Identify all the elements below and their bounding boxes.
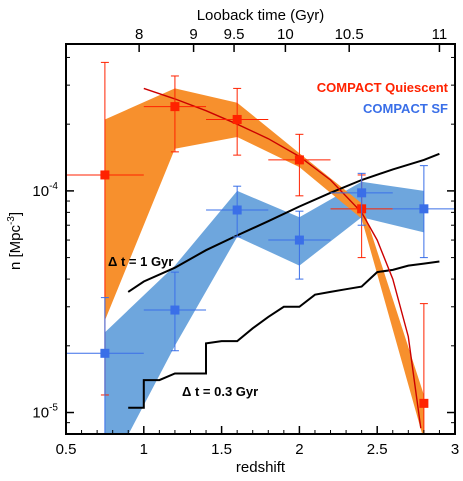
top-axis: 8 9 9.5 10 10.5 11 xyxy=(135,26,447,52)
compact-sf-point xyxy=(330,172,393,226)
top-tick-label: 10 xyxy=(277,26,294,43)
x-axis-title: redshift xyxy=(236,459,286,476)
compact-sf-point xyxy=(66,297,144,434)
compact-quiescent-marker xyxy=(419,398,429,408)
band-compact-quiescent xyxy=(104,88,424,434)
compact-quiescent-marker xyxy=(232,114,242,124)
top-tick-label: 10.5 xyxy=(335,26,364,43)
plot-frame xyxy=(65,43,456,435)
reference-line-0p3gyr xyxy=(128,260,440,409)
shaded-bands xyxy=(104,88,424,434)
annotation-1gyr: Δ t = 1 Gyr xyxy=(108,254,173,269)
top-tick-label: 11 xyxy=(432,26,448,43)
model-curve-line xyxy=(143,87,422,429)
compact-sf-marker xyxy=(170,305,180,315)
data-points xyxy=(66,61,455,434)
reference-line-1gyr xyxy=(127,152,440,293)
x-tick-label: 0.5 xyxy=(56,441,77,458)
x-tick-label: 2.5 xyxy=(367,441,388,458)
top-tick-label: 9.5 xyxy=(224,26,245,43)
compact-sf-point xyxy=(206,185,269,238)
compact-sf-marker xyxy=(419,204,429,214)
compact-sf-point xyxy=(268,210,331,280)
compact-sf-point xyxy=(143,271,207,352)
compact-sf-marker xyxy=(294,235,304,245)
legend-item-compact-quiescent: COMPACT Quiescent xyxy=(317,80,449,95)
x-axis: 0.5 1 1.5 2 2.5 3 xyxy=(56,426,459,458)
top-tick-label: 8 xyxy=(135,26,143,43)
y-tick-label: 10-5 xyxy=(32,403,58,422)
compact-quiescent-marker xyxy=(100,170,110,180)
compact-quiescent-point xyxy=(268,133,331,197)
compact-quiescent-point xyxy=(419,303,429,434)
compact-quiescent-point xyxy=(206,87,269,156)
compact-quiescent-marker xyxy=(170,102,180,112)
x-tick-label: 1.5 xyxy=(211,441,232,458)
top-axis-title: Looback time (Gyr) xyxy=(197,7,325,24)
compact-quiescent-marker xyxy=(294,155,304,165)
annotation-0p3gyr: Δ t = 0.3 Gyr xyxy=(182,384,258,399)
compact-quiescent-point xyxy=(143,75,207,153)
legend-item-compact-sf: COMPACT SF xyxy=(363,101,448,116)
compact-sf-marker xyxy=(100,348,110,358)
compact-sf-marker xyxy=(357,188,367,198)
y-tick-label: 10-4 xyxy=(32,181,58,200)
x-tick-label: 1 xyxy=(140,441,148,458)
model-curve xyxy=(143,87,422,429)
compact-sf-marker xyxy=(232,205,242,215)
legend: COMPACT Quiescent COMPACT SF xyxy=(317,80,449,116)
axis-titles: redshift Looback time (Gyr) n [Mpc-3] xyxy=(6,7,324,476)
top-tick-label: 9 xyxy=(189,26,197,43)
x-tick-label: 3 xyxy=(451,441,459,458)
annotations: Δ t = 1 Gyr Δ t = 0.3 Gyr xyxy=(108,254,258,399)
compact-sf-point xyxy=(392,165,455,259)
y-axis-title: n [Mpc-3] xyxy=(6,212,24,270)
x-tick-label: 2 xyxy=(295,441,303,458)
reference-lines xyxy=(127,152,440,409)
y-axis: 10-5 10-4 xyxy=(32,56,455,435)
